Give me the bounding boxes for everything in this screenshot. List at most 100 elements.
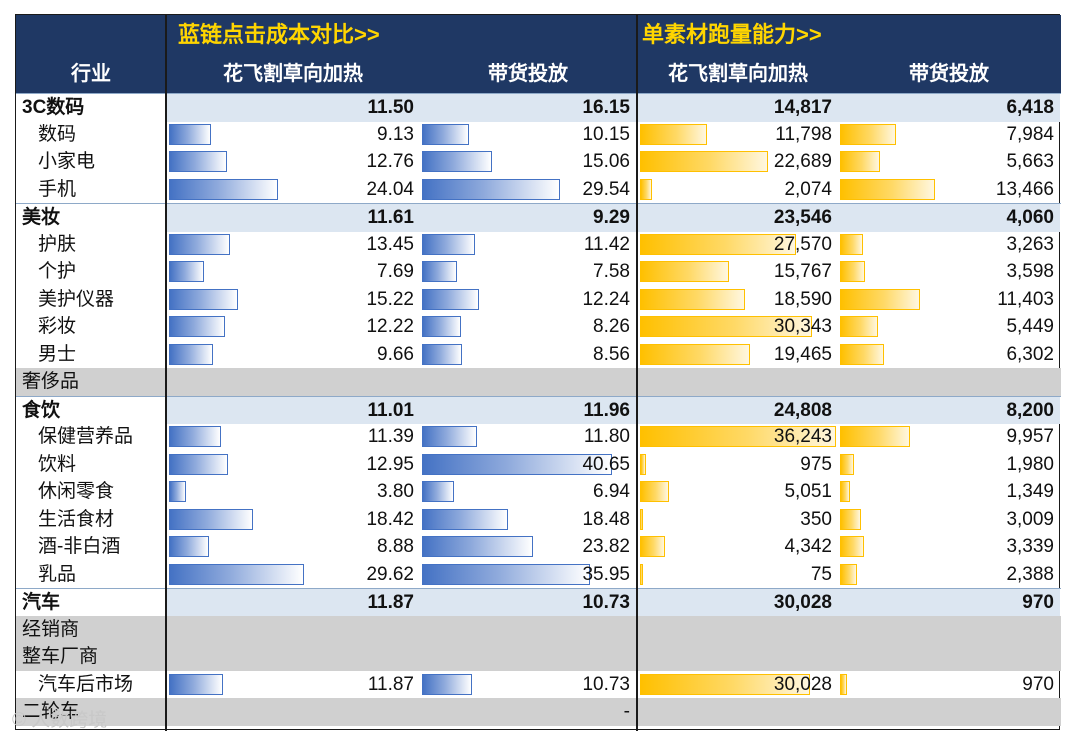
cell-vol-sales: 6,418 xyxy=(838,94,1060,122)
volume-data-bar xyxy=(640,426,836,447)
industry-label: 生活食材 xyxy=(38,508,115,530)
cell-vol-flower xyxy=(638,368,838,396)
cell-vol-sales: 970 xyxy=(838,589,1060,617)
cell-cost-sales: 29.54 xyxy=(420,176,636,204)
cell-cost-flower xyxy=(167,643,420,671)
cell-value: 30,343 xyxy=(773,316,832,337)
table-row: 护肤 13.45 11.42 27,570 3,263 xyxy=(16,231,1061,259)
cost-data-bar xyxy=(422,151,493,172)
cell-value: 11.01 xyxy=(367,399,415,421)
cell-cost-sales: 16.15 xyxy=(420,94,636,122)
cost-data-bar xyxy=(422,481,455,502)
cell-value: 14,817 xyxy=(773,97,832,118)
cell-value: 19,465 xyxy=(773,343,832,365)
cell-cost-flower: 11.39 xyxy=(167,423,420,451)
cell-vol-flower: 30,028 xyxy=(638,671,838,699)
industry-label: 整车厂商 xyxy=(22,646,99,667)
cell-value: 10.73 xyxy=(582,673,630,695)
cell-vol-sales: 9,957 xyxy=(838,423,1060,451)
industry-label: 酒-非白酒 xyxy=(38,536,121,557)
cell-value: 970 xyxy=(1022,592,1054,613)
industry-label: 保健营养品 xyxy=(38,426,134,447)
industry-label: 饮料 xyxy=(38,453,77,475)
cell-cost-flower: 13.45 xyxy=(167,231,420,259)
volume-data-bar xyxy=(840,508,862,530)
cell-value: 3.80 xyxy=(377,481,414,502)
table-row: 经销商 xyxy=(16,615,1061,643)
cost-data-bar xyxy=(169,261,204,282)
industry-label: 彩妆 xyxy=(38,316,77,337)
volume-data-bar xyxy=(840,426,911,447)
industry-label: 数码 xyxy=(38,123,77,145)
volume-data-bar xyxy=(640,673,810,695)
cell-cost-flower: 7.69 xyxy=(167,258,420,286)
table-row: 二轮车 - xyxy=(16,698,1061,726)
section-title-volume: 单素材跑量能力>> xyxy=(642,22,822,47)
volume-data-bar xyxy=(840,536,864,557)
cell-cost-flower: 11.61 xyxy=(167,204,420,232)
cell-value: 23,546 xyxy=(773,207,832,228)
cell-cost-flower: 3.80 xyxy=(167,478,420,506)
cell-cost-flower: 11.01 xyxy=(167,396,420,424)
cell-cost-sales: 8.26 xyxy=(420,313,636,341)
divider-sections xyxy=(636,15,638,731)
industry-label: 休闲零食 xyxy=(38,481,115,502)
cell-cost-flower: 12.95 xyxy=(167,451,420,479)
cell-vol-flower: 30,343 xyxy=(638,313,838,341)
cell-cost-sales: 10.73 xyxy=(420,589,636,617)
volume-data-bar xyxy=(840,343,885,365)
cell-vol-sales: 5,663 xyxy=(838,148,1060,176)
industry-label: 经销商 xyxy=(22,618,80,640)
cell-value: 8.88 xyxy=(377,536,414,557)
cost-data-bar xyxy=(422,426,478,447)
group-row: 3C数码 11.50 16.15 14,817 6,418 xyxy=(16,93,1061,122)
table-row: 个护 7.69 7.58 15,767 3,598 xyxy=(16,258,1061,286)
industry-label: 护肤 xyxy=(38,233,77,255)
cell-value: 9.13 xyxy=(377,123,414,145)
volume-data-bar xyxy=(640,261,730,282)
cost-data-bar xyxy=(169,453,228,475)
cost-data-bar xyxy=(169,288,239,310)
cell-cost-flower: 11.50 xyxy=(167,94,420,122)
cell-cost-sales: 11.42 xyxy=(420,231,636,259)
cost-data-bar xyxy=(422,508,509,530)
cell-vol-flower: 75 xyxy=(638,561,838,589)
cell-vol-flower xyxy=(638,698,838,726)
cell-cost-sales: - xyxy=(420,698,636,726)
cost-data-bar xyxy=(169,151,228,172)
cell-cost-sales xyxy=(420,368,636,396)
table-row: 酒-非白酒 8.88 23.82 4,342 3,339 xyxy=(16,533,1061,561)
volume-data-bar xyxy=(640,563,643,585)
volume-data-bar xyxy=(840,233,864,255)
col-header-cost-sales: 带货投放 xyxy=(488,63,568,85)
cell-cost-flower xyxy=(167,368,420,396)
cell-value: 15,767 xyxy=(773,261,832,282)
cell-value: 350 xyxy=(800,508,832,530)
cell-cost-sales: 40.65 xyxy=(420,451,636,479)
cell-cost-flower: 12.76 xyxy=(167,148,420,176)
cell-vol-flower: 23,546 xyxy=(638,204,838,232)
cell-value: 8,200 xyxy=(1006,399,1054,421)
cell-cost-sales: 12.24 xyxy=(420,286,636,314)
cell-value: 4,342 xyxy=(784,536,832,557)
cell-value: 22,689 xyxy=(773,151,832,172)
cell-vol-flower xyxy=(638,643,838,671)
cell-value: 12.24 xyxy=(582,288,630,310)
cell-cost-flower: 9.66 xyxy=(167,341,420,369)
volume-data-bar xyxy=(840,316,879,337)
cell-value: 27,570 xyxy=(773,233,832,255)
cell-cost-flower xyxy=(167,698,420,726)
cell-value: 13.45 xyxy=(366,233,414,255)
cell-vol-flower: 19,465 xyxy=(638,341,838,369)
table-row: 保健营养品 11.39 11.80 36,243 9,957 xyxy=(16,423,1061,451)
volume-data-bar xyxy=(640,316,812,337)
industry-label: 汽车 xyxy=(22,592,61,613)
industry-label: 3C数码 xyxy=(22,97,85,118)
cell-vol-sales xyxy=(838,698,1060,726)
industry-label: 男士 xyxy=(38,343,77,365)
cell-vol-sales: 8,200 xyxy=(838,396,1060,424)
volume-data-bar xyxy=(640,288,746,310)
cell-vol-sales: 13,466 xyxy=(838,176,1060,204)
cost-data-bar xyxy=(422,288,480,310)
cell-value: 3,009 xyxy=(1006,508,1054,530)
